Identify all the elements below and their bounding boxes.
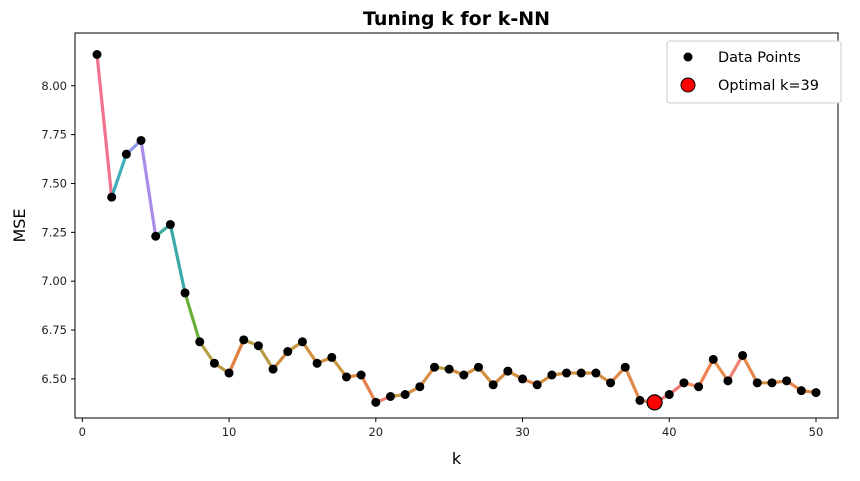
- line-segments: [95, 52, 818, 404]
- x-tick-label: 0: [79, 425, 86, 439]
- data-point: [723, 376, 733, 386]
- title-group: Tuning k for k-NN: [363, 8, 550, 30]
- x-tick-label: 30: [515, 425, 530, 439]
- data-point: [429, 362, 439, 372]
- line-segment: [95, 52, 114, 199]
- x-tick-label: 40: [662, 425, 677, 439]
- y-axis-label: MSE: [10, 208, 29, 242]
- legend: Data Points Optimal k=39: [666, 40, 842, 104]
- legend-label-optimal: Optimal k=39: [718, 78, 819, 94]
- data-point: [547, 370, 557, 380]
- x-tick-label: 50: [809, 425, 824, 439]
- data-point: [224, 368, 234, 378]
- optimal-point: [646, 394, 663, 411]
- line-segment: [359, 373, 378, 404]
- data-point: [679, 378, 689, 388]
- x-axis-ticks: 0 10 20 30 40 50: [79, 418, 824, 439]
- data-point: [165, 220, 175, 230]
- y-tick-label: 8.00: [41, 79, 67, 93]
- data-point: [708, 354, 718, 364]
- x-axis-label: k: [452, 449, 462, 468]
- data-point: [209, 358, 219, 368]
- data-point: [664, 390, 674, 400]
- data-point: [591, 368, 601, 378]
- line-segment: [741, 353, 759, 385]
- data-point: [151, 231, 161, 241]
- data-point: [356, 370, 366, 380]
- legend-marker-optimal: [680, 77, 696, 93]
- data-point: [312, 358, 322, 368]
- y-tick-label: 7.50: [41, 176, 67, 190]
- data-point: [811, 388, 821, 398]
- data-point: [136, 135, 146, 145]
- data-point: [576, 368, 586, 378]
- data-point: [738, 350, 748, 360]
- data-points: [92, 49, 821, 407]
- data-point: [121, 149, 131, 159]
- data-point: [752, 378, 762, 388]
- line-segment: [139, 138, 158, 238]
- data-point: [327, 352, 337, 362]
- data-point: [518, 374, 528, 384]
- data-point: [341, 372, 351, 382]
- x-tick-label: 10: [222, 425, 237, 439]
- data-point: [694, 382, 704, 392]
- y-tick-label: 7.00: [41, 274, 67, 288]
- line-segment: [726, 353, 745, 383]
- line-segment: [183, 291, 202, 344]
- data-point: [488, 380, 498, 390]
- optimal-marker-group: [646, 394, 663, 411]
- y-tick-label: 6.50: [41, 372, 67, 386]
- x-tick-label: 20: [368, 425, 383, 439]
- y-axis-ticks: 6.50 6.75 7.00 7.25 7.50 7.75 8.00: [41, 79, 75, 386]
- y-tick-label: 6.75: [41, 323, 67, 337]
- data-point: [532, 380, 542, 390]
- legend-marker-data-points: [683, 52, 693, 62]
- line-segment: [110, 152, 128, 199]
- data-point: [415, 382, 425, 392]
- data-point: [474, 362, 484, 372]
- data-point: [297, 337, 307, 347]
- y-tick-label: 7.75: [41, 128, 67, 142]
- data-point: [562, 368, 572, 378]
- data-point: [283, 347, 293, 357]
- data-point: [239, 335, 249, 345]
- data-point: [371, 397, 381, 407]
- data-point: [444, 364, 454, 374]
- data-point: [767, 378, 777, 388]
- legend-label-data-points: Data Points: [718, 50, 801, 66]
- line-segment: [623, 365, 642, 403]
- data-point: [253, 341, 263, 351]
- plot-area: [74, 32, 839, 419]
- line-segment: [227, 338, 246, 375]
- data-point: [195, 337, 205, 347]
- plot-frame: [74, 32, 839, 419]
- line-segment: [697, 357, 715, 389]
- chart-title: Tuning k for k-NN: [363, 8, 550, 30]
- data-point: [92, 49, 102, 59]
- data-point: [635, 395, 645, 405]
- data-point: [796, 386, 806, 396]
- y-tick-label: 7.25: [41, 225, 67, 239]
- data-point: [107, 192, 117, 202]
- legend-box: [666, 40, 842, 104]
- data-point: [606, 378, 616, 388]
- data-point: [459, 370, 469, 380]
- line-segment: [256, 344, 275, 371]
- data-point: [268, 364, 278, 374]
- data-point: [385, 392, 395, 402]
- line-segment: [168, 222, 187, 295]
- data-point: [620, 362, 630, 372]
- data-point: [503, 366, 513, 376]
- data-point: [180, 288, 190, 298]
- data-point: [400, 390, 410, 400]
- data-point: [782, 376, 792, 386]
